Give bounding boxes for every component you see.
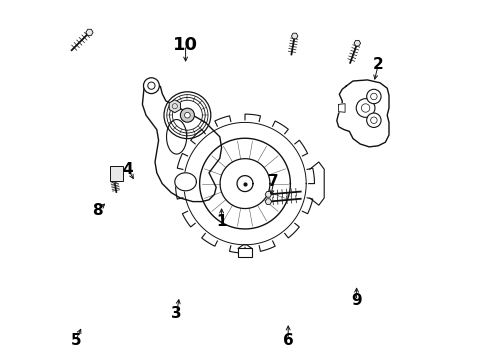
FancyBboxPatch shape (238, 248, 252, 257)
Text: 4: 4 (122, 162, 133, 177)
Text: 10: 10 (173, 36, 198, 54)
Text: 9: 9 (351, 293, 362, 308)
Circle shape (367, 89, 381, 104)
Text: 8: 8 (92, 203, 103, 218)
Circle shape (356, 99, 375, 117)
Polygon shape (339, 104, 345, 112)
Polygon shape (175, 173, 196, 191)
Polygon shape (292, 33, 298, 39)
Text: 5: 5 (71, 333, 81, 348)
Circle shape (367, 113, 381, 127)
Polygon shape (337, 80, 389, 147)
Circle shape (180, 108, 195, 122)
Polygon shape (265, 192, 271, 197)
Polygon shape (354, 40, 361, 46)
Circle shape (185, 112, 190, 118)
FancyBboxPatch shape (110, 166, 123, 181)
Text: 6: 6 (283, 333, 294, 348)
Polygon shape (86, 29, 93, 36)
Text: 2: 2 (373, 57, 384, 72)
Text: 1: 1 (217, 214, 227, 229)
Polygon shape (265, 199, 271, 204)
Polygon shape (167, 120, 187, 154)
Text: 7: 7 (269, 174, 279, 189)
Text: 3: 3 (172, 306, 182, 321)
Circle shape (144, 78, 159, 94)
Polygon shape (143, 83, 221, 202)
Polygon shape (112, 179, 117, 183)
